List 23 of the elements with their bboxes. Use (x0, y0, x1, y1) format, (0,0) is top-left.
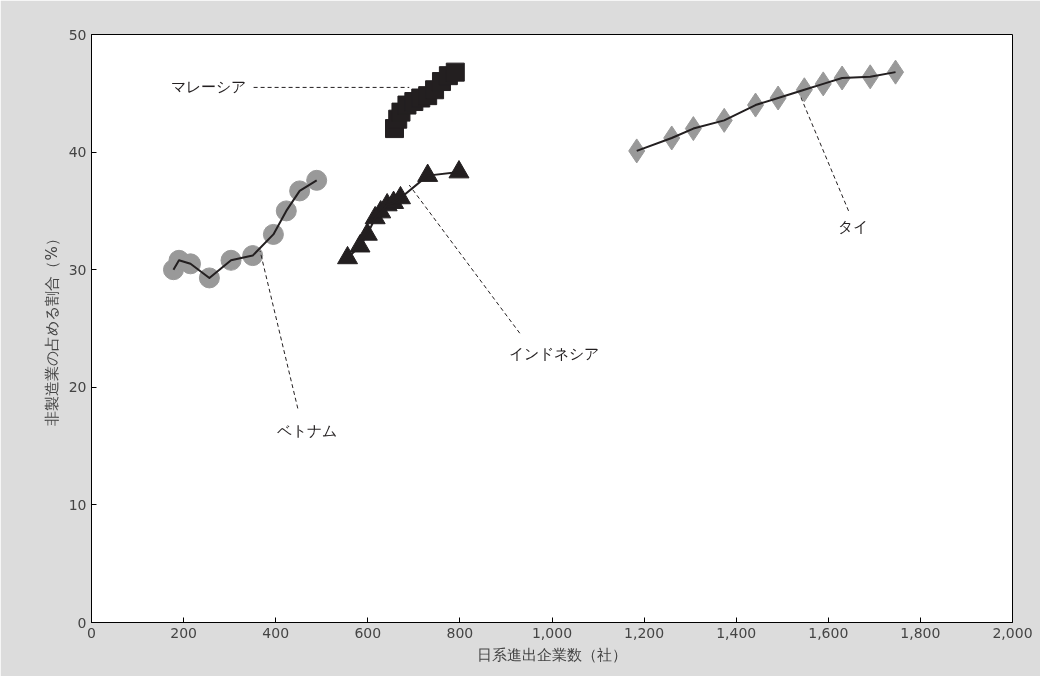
point (445, 62, 465, 82)
x-tick-label: 1,800 (900, 624, 941, 641)
x-tick-label: 200 (170, 624, 197, 641)
text: ベトナム (277, 421, 338, 440)
x-tick-label: 2,000 (992, 624, 1033, 641)
text: マレーシア (170, 78, 246, 97)
y-tick-label: 50 (68, 26, 87, 43)
x-tick-label: 600 (354, 624, 382, 641)
y-tick-label: 30 (68, 261, 87, 278)
point (306, 169, 328, 191)
x-tick-label: 1,400 (716, 624, 757, 641)
y-tick-label: 10 (68, 496, 87, 513)
x-tick-label: 1,200 (624, 624, 665, 641)
text: タイ (838, 218, 869, 237)
x-axis-title: 日系進出企業数（社） (477, 645, 627, 664)
y-tick-label: 20 (68, 379, 87, 396)
y-tick-label: 40 (68, 144, 87, 161)
x-tick-label: 400 (262, 624, 290, 641)
y-axis-title: 非製造業の占める割合（%） (42, 231, 61, 426)
x-tick-label: 800 (446, 624, 474, 641)
x-tick-label: 1,600 (808, 624, 849, 641)
x-tick-label: 1,000 (531, 624, 573, 641)
text: インドネシア (508, 345, 599, 364)
